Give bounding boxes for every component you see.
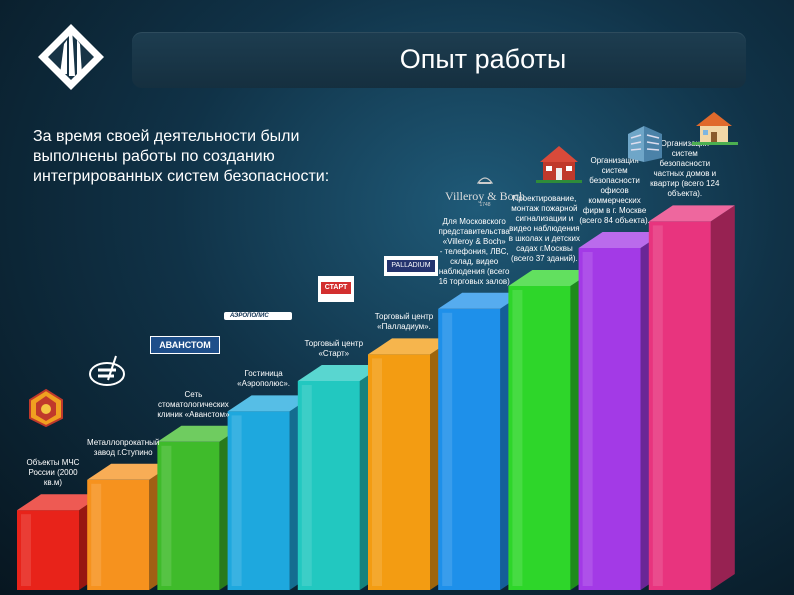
bar-caption-1: Объекты МЧС России (2000 кв.м) bbox=[26, 458, 80, 488]
villeroy-boch-logo-text: Villeroy & Boch bbox=[445, 189, 525, 203]
office-building-icon bbox=[628, 126, 662, 162]
bar-8 bbox=[508, 270, 595, 590]
bar-top bbox=[648, 205, 735, 222]
bar-caption-2: Металлопрокатный завод г.Ступино bbox=[87, 437, 160, 457]
bar-front bbox=[227, 411, 290, 590]
private-house-icon bbox=[692, 112, 738, 145]
bar-highlight bbox=[161, 445, 172, 586]
start-logo-icon: СТАРТ bbox=[318, 276, 354, 302]
bar-caption-3: Сеть стоматологических клиник «Аванстом» bbox=[157, 389, 230, 419]
palladium-logo-icon: PALLADIUM bbox=[384, 256, 438, 276]
bar-front bbox=[297, 381, 360, 590]
avanstom-logo-icon: АВАНСТОМ bbox=[150, 336, 220, 354]
aeropolis-logo-icon: АЭРОПОЛИС bbox=[224, 312, 292, 324]
bar-top bbox=[438, 292, 525, 309]
bar-side bbox=[710, 205, 735, 590]
bar-highlight bbox=[21, 514, 31, 586]
bar-highlight bbox=[582, 252, 593, 586]
bar-highlight bbox=[442, 312, 453, 586]
villeroy-boch-crest-icon bbox=[476, 177, 494, 184]
bar-front bbox=[508, 286, 571, 590]
bar-caption-10: Организация систем безопасности частных … bbox=[650, 139, 720, 199]
bar-top bbox=[157, 425, 244, 442]
steel-plant-logo-icon bbox=[89, 355, 125, 386]
bar-front bbox=[157, 441, 220, 590]
villeroy-boch-logo-icon: Villeroy & Boch 1748 bbox=[444, 172, 526, 208]
bar-front bbox=[648, 221, 711, 590]
bar-front bbox=[87, 479, 150, 590]
bar-top bbox=[227, 395, 314, 412]
bar-front bbox=[438, 308, 501, 590]
bar-caption-7: Для Московского представительства «Ville… bbox=[438, 216, 510, 286]
company-logo-icon bbox=[38, 24, 104, 90]
bar-top bbox=[508, 270, 595, 286]
bar-front bbox=[578, 248, 641, 590]
bar-top bbox=[17, 494, 103, 511]
bar-10 bbox=[648, 205, 735, 590]
title-bar: Опыт работы bbox=[132, 32, 746, 88]
intro-text: За время своей деятельности были выполне… bbox=[33, 128, 330, 185]
bar-caption-9: Организация систем безопасности офисов к… bbox=[579, 156, 650, 225]
bar-highlight bbox=[301, 385, 312, 586]
emergency-ministry-emblem-icon bbox=[29, 388, 63, 428]
avanstom-logo-text: АВАНСТОМ bbox=[159, 340, 211, 350]
bar-top bbox=[368, 338, 454, 355]
bar-1 bbox=[17, 494, 103, 590]
bar-caption-5: Торговый центр «Старт» bbox=[304, 339, 364, 358]
bar-highlight bbox=[91, 483, 102, 586]
aeropolis-logo-text: АЭРОПОЛИС bbox=[224, 312, 292, 320]
start-logo-text: СТАРТ bbox=[321, 282, 351, 294]
bar-caption-8: Проектирование, монтаж пожарной сигнализ… bbox=[508, 194, 580, 263]
bar-highlight bbox=[372, 358, 382, 586]
bar-front bbox=[17, 510, 79, 590]
bar-front bbox=[368, 354, 430, 590]
bar-caption-4: Гостиница «Аэрополюс». bbox=[237, 369, 291, 389]
bar-top bbox=[87, 463, 174, 480]
bar-caption-6: Торговый центр «Палладиум». bbox=[374, 312, 434, 332]
bar-highlight bbox=[652, 225, 663, 586]
bar-highlight bbox=[231, 415, 242, 586]
school-building-icon bbox=[536, 146, 582, 183]
bar-top bbox=[578, 232, 665, 248]
villeroy-boch-year: 1748 bbox=[479, 202, 491, 208]
page-title: Опыт работы bbox=[399, 44, 567, 74]
palladium-logo-text: PALLADIUM bbox=[387, 260, 435, 272]
bar-highlight bbox=[512, 290, 523, 586]
bar-6 bbox=[368, 338, 454, 590]
bar-top bbox=[297, 365, 384, 381]
